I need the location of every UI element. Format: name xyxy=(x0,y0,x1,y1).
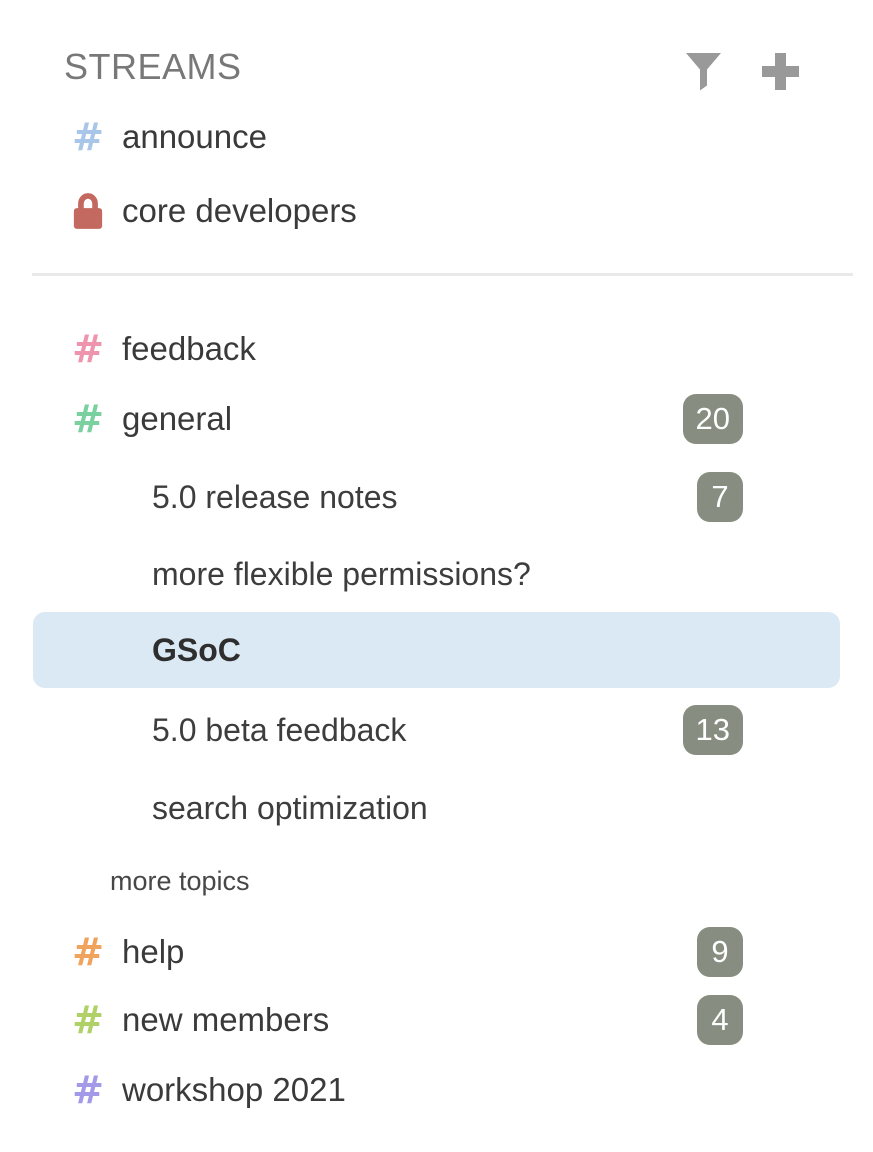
topic-name: GSoC xyxy=(152,631,241,668)
stream-name: new members xyxy=(122,1001,330,1038)
stream-name: core developers xyxy=(122,192,357,229)
stream-name: workshop 2021 xyxy=(122,1071,346,1108)
topic-row-more-flexible-permissions[interactable]: more flexible permissions? xyxy=(0,538,873,610)
filter-streams-button[interactable] xyxy=(683,50,723,92)
create-stream-button[interactable] xyxy=(760,50,800,92)
stream-row-new-members[interactable]: # new members 4 xyxy=(0,984,873,1056)
unread-badge: 20 xyxy=(682,394,743,444)
topic-row-beta-feedback[interactable]: 5.0 beta feedback 13 xyxy=(0,694,873,766)
unread-badge: 4 xyxy=(697,995,743,1045)
stream-name: help xyxy=(122,933,185,970)
streams-header-title: STREAMS xyxy=(64,46,242,87)
topic-name: search optimization xyxy=(152,789,428,826)
stream-name: announce xyxy=(122,118,267,155)
unread-badge: 7 xyxy=(697,472,743,522)
stream-row-help[interactable]: # help 9 xyxy=(0,916,873,988)
hash-icon: # xyxy=(72,1068,104,1112)
topic-row-release-notes[interactable]: 5.0 release notes 7 xyxy=(0,461,873,533)
topic-name: 5.0 release notes xyxy=(152,478,398,515)
unread-badge: 13 xyxy=(682,705,743,755)
stream-row-workshop-2021[interactable]: # workshop 2021 xyxy=(0,1054,873,1126)
topic-name: more flexible permissions? xyxy=(152,555,531,592)
lock-icon xyxy=(72,189,104,233)
stream-row-core-developers[interactable]: core developers xyxy=(0,175,873,247)
section-divider xyxy=(32,273,853,276)
hash-icon: # xyxy=(72,397,104,441)
stream-name: feedback xyxy=(122,330,256,367)
stream-name: general xyxy=(122,400,233,437)
unread-badge: 9 xyxy=(697,927,743,977)
more-topics-link[interactable]: more topics xyxy=(0,845,873,917)
filter-funnel-icon xyxy=(685,52,722,91)
more-topics-label: more topics xyxy=(110,865,250,896)
stream-row-feedback[interactable]: # feedback xyxy=(0,313,873,385)
topic-row-search-optimization[interactable]: search optimization xyxy=(0,772,873,844)
hash-icon: # xyxy=(72,998,104,1042)
hash-icon: # xyxy=(72,930,104,974)
stream-row-announce[interactable]: # announce xyxy=(0,101,873,173)
hash-icon: # xyxy=(72,327,104,371)
plus-icon xyxy=(761,52,799,90)
topic-row-gsoc-selected[interactable]: GSoC xyxy=(33,612,840,688)
hash-icon: # xyxy=(72,115,104,159)
topic-name: 5.0 beta feedback xyxy=(152,711,407,748)
stream-row-general[interactable]: # general 20 xyxy=(0,383,873,455)
